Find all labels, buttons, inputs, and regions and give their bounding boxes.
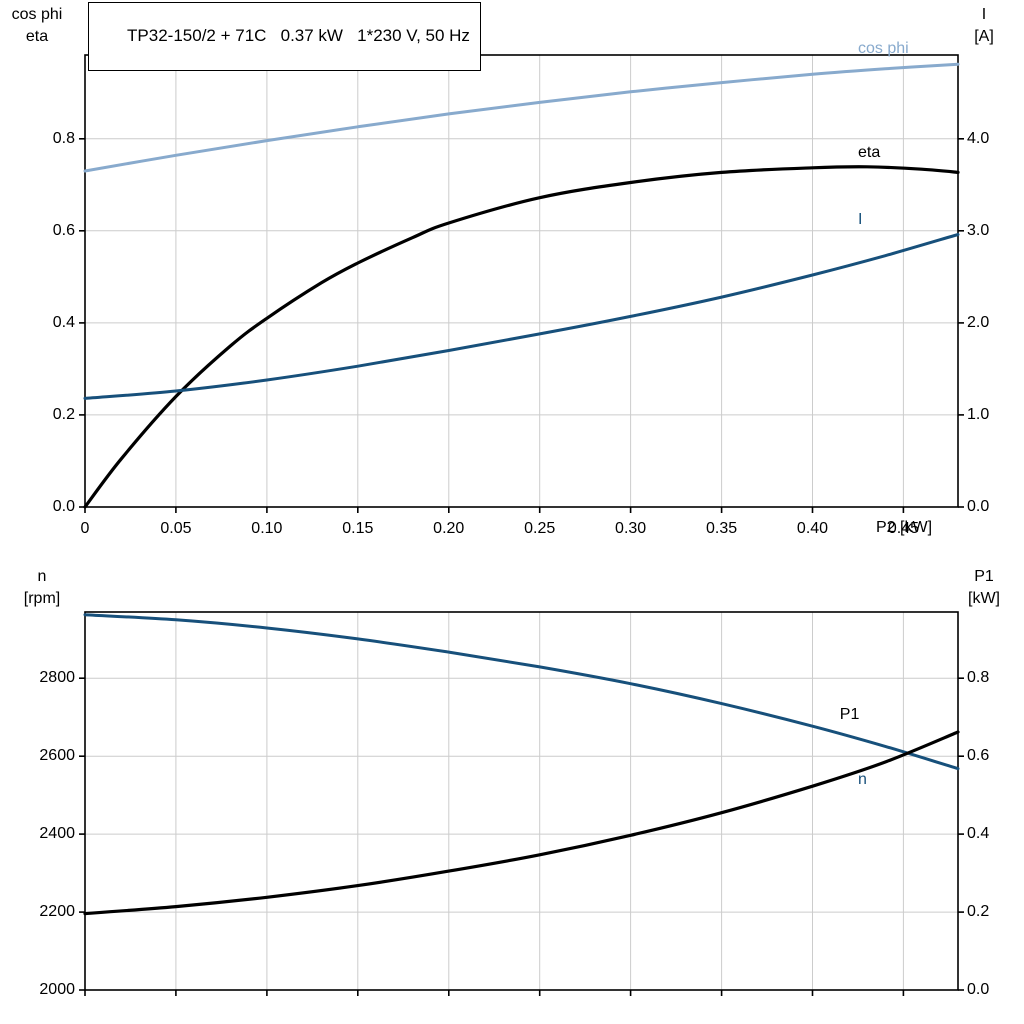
y-left-tick-label: 0.6 [52, 221, 75, 239]
x-tick-label: 0.25 [524, 520, 556, 537]
y-left-tick-label: 0.4 [52, 313, 75, 331]
x-tick-label: 0.05 [160, 520, 192, 537]
axis-title-speed-unit: [rpm] [23, 590, 61, 607]
x-tick-label: 0.40 [796, 520, 829, 537]
y-right-tick-label: 0.0 [967, 498, 990, 515]
series-label-i: I [857, 210, 863, 228]
x-tick-label: 0 [80, 520, 90, 537]
x-tick-label: 0.15 [342, 520, 374, 537]
gridlines [85, 612, 958, 990]
y-right-tick-label: 0.4 [967, 825, 990, 843]
axis-title-p1-unit: [kW] [968, 590, 1000, 607]
chart-title-box: TP32-150/2 + 71C 0.37 kW 1*230 V, 50 Hz [88, 2, 481, 71]
axis-title-current-unit: [A] [974, 28, 994, 45]
axis-title-speed: n [37, 568, 47, 585]
x-axis-title: P2 [kW] [876, 519, 933, 536]
tick-marks [79, 677, 964, 996]
x-tick-label: 0.45 [887, 520, 919, 537]
y-left-tick-label: 2400 [39, 825, 75, 843]
axis-title-current: I [981, 6, 987, 23]
y-left-tick-label: 0.8 [52, 129, 75, 147]
chart-title: TP32-150/2 + 71C 0.37 kW 1*230 V, 50 Hz [127, 26, 470, 45]
series-label-eta: eta [857, 143, 881, 161]
x-tick-label: 0.35 [705, 520, 738, 537]
y-right-tick-label: 0.6 [967, 747, 990, 765]
plot-border [84, 611, 959, 991]
y-left-tick-label: 2200 [39, 903, 75, 921]
y-left-tick-label: 2800 [39, 669, 75, 687]
y-right-tick-label: 4.0 [967, 129, 990, 147]
series-cos-phi [83, 62, 960, 173]
series-n [83, 613, 960, 771]
y-left-tick-label: 2000 [39, 981, 75, 998]
series-i [83, 233, 960, 400]
x-tick-label: 0.30 [615, 520, 647, 537]
y-right-tick-label: 0.8 [967, 669, 990, 687]
series-label-cos-phi: cos phi [857, 40, 909, 58]
axis-title-cosphi: cos phi [11, 6, 63, 23]
axis-title-eta: eta [25, 28, 49, 45]
series-label-p1: P1 [839, 706, 860, 724]
x-tick-label: 0.20 [433, 520, 465, 537]
y-left-tick-label: 0.0 [52, 498, 75, 515]
plot-border [84, 54, 959, 508]
bottom-chart-right-axis-title: P1 [kW] [956, 566, 1012, 610]
series-label-n: n [857, 770, 867, 788]
y-right-tick-label: 2.0 [967, 313, 990, 331]
chart-1 [79, 54, 964, 513]
axis-title-p1: P1 [974, 568, 994, 585]
chart-2 [79, 611, 964, 996]
tick-marks [79, 138, 964, 513]
bottom-chart-left-axis-title: n [rpm] [12, 566, 72, 610]
series-eta [83, 165, 960, 509]
y-right-tick-label: 3.0 [967, 221, 990, 239]
series-p1 [83, 730, 960, 916]
top-chart-right-axis-title: I [A] [960, 4, 1008, 48]
y-left-tick-label: 0.2 [52, 405, 75, 423]
y-right-tick-label: 0.2 [967, 903, 990, 921]
x-tick-label: 0.10 [251, 520, 283, 537]
gridlines [85, 55, 958, 507]
top-chart-left-axis-title: cos phi eta [6, 4, 68, 48]
y-right-tick-label: 0.0 [967, 981, 990, 998]
y-right-tick-label: 1.0 [967, 405, 990, 423]
y-left-tick-label: 2600 [39, 747, 75, 765]
